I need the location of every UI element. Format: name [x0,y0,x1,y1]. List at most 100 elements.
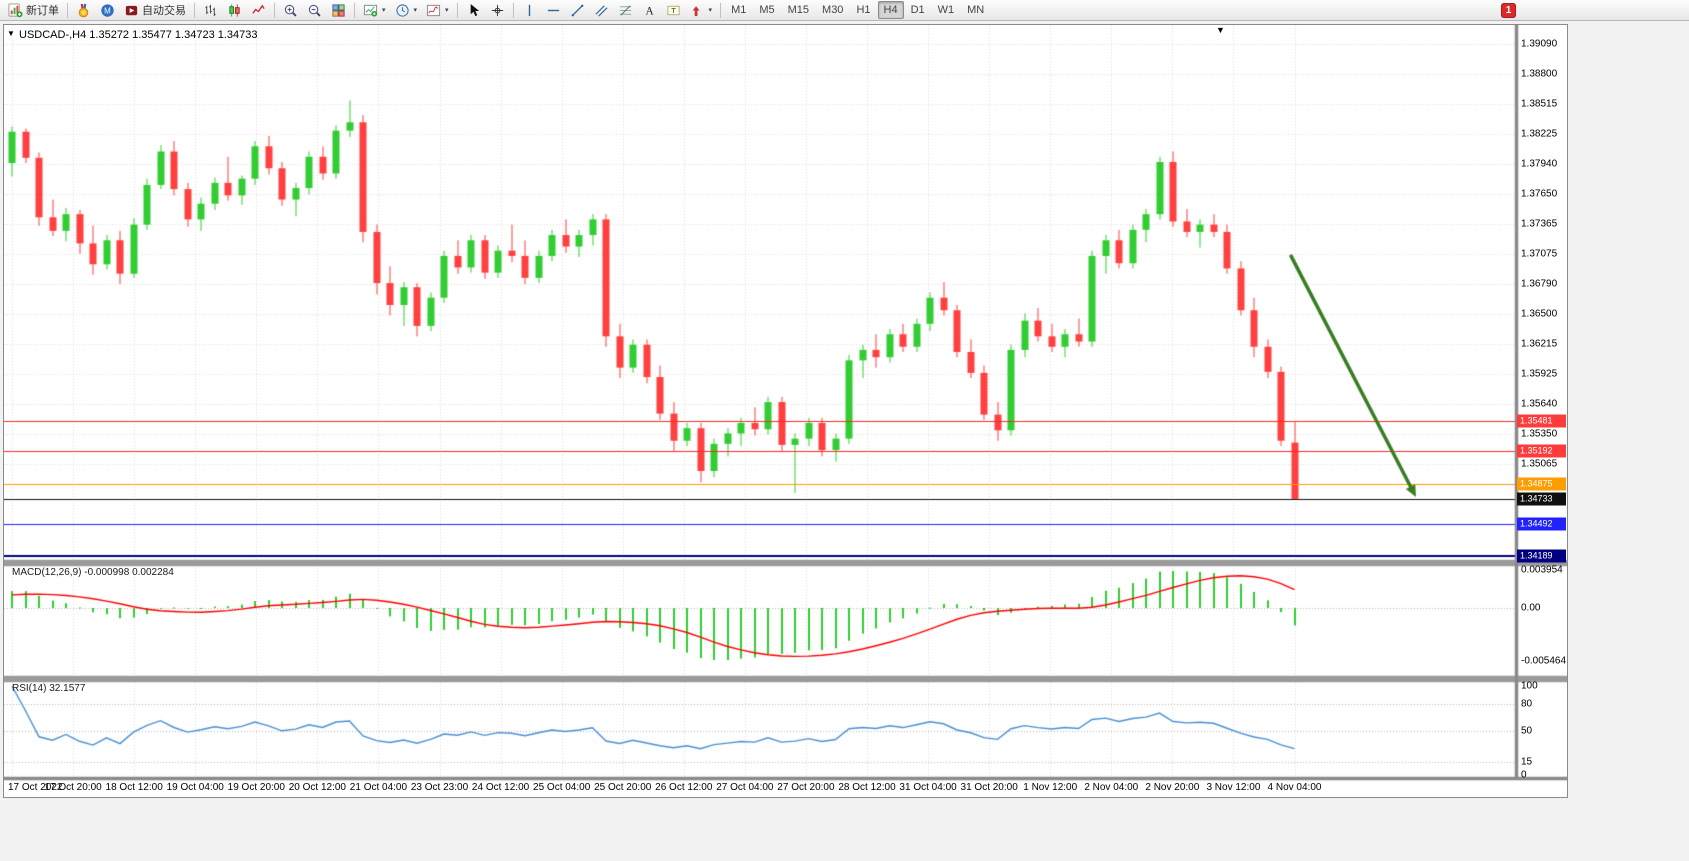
chart-shift-marker-icon[interactable]: ▼ [1216,25,1225,35]
price-axis-label: 1.35065 [1521,458,1558,470]
dropdown-caret-icon[interactable]: ▾ [382,6,386,14]
arrows-button[interactable]: ▾ [686,1,717,19]
crosshair-button[interactable] [486,1,509,19]
candle-chart-button[interactable] [223,1,246,19]
time-axis-label: 4 Nov 04:00 [1267,782,1322,793]
time-axis-label: 24 Oct 12:00 [471,782,530,793]
price-line-badge: 1.35481 [1517,414,1566,428]
community-button[interactable]: M [96,1,119,19]
bar-chart-button[interactable] [199,1,222,19]
macd-axis-label: 0.00 [1521,602,1541,614]
timeframe-mn-button[interactable]: MN [961,1,990,19]
dropdown-caret-icon[interactable]: ▾ [445,6,449,14]
price-line-badge: 1.34189 [1517,549,1566,563]
rsi-axis-label: 0 [1521,769,1527,781]
autotrade-button-label: 自动交易 [142,5,186,17]
time-axis-label: 25 Oct 20:00 [594,782,652,793]
horizontal-line-icon [546,3,561,18]
toolbar-separator [67,2,68,18]
timeframe-h4-button[interactable]: H4 [877,1,904,19]
autotrade-button[interactable]: 自动交易 [120,1,190,19]
time-axis-label: 2 Nov 20:00 [1145,782,1200,793]
svg-text:T: T [671,6,676,15]
text-button[interactable]: A [638,1,661,19]
time-axis-label: 31 Oct 04:00 [899,782,957,793]
toolbar: 1 新订单 M 自动交易 ▾ ▾ ▾ A T ▾ M1 M5 M15 M30 H1 H4 D1 W1 MN [0,0,1689,21]
notification-badge[interactable]: 1 [1501,3,1516,18]
time-axis-label: 2 Nov 04:00 [1084,782,1139,793]
timeframe-m15-button-label: M15 [787,4,810,16]
time-axis-label: 17 Oct 2022 [8,782,63,793]
timeframe-m1-button[interactable]: M1 [725,1,752,19]
timeframe-m15-button[interactable]: M15 [782,1,815,19]
line-chart-button[interactable] [247,1,270,19]
time-axis-label: 19 Oct 20:00 [227,782,285,793]
dropdown-caret-icon[interactable]: ▾ [413,6,418,14]
text-icon: A [642,3,657,18]
time-axis-label: 27 Oct 20:00 [777,782,835,793]
timeframe-h1-button-label: H1 [856,4,871,16]
toolbar-separator [194,2,195,18]
periods-button[interactable]: ▾ [391,1,422,19]
price-axis-label: 1.38515 [1521,98,1558,110]
horizontal-line-button[interactable] [542,1,565,19]
price-chart-canvas[interactable] [4,25,1567,797]
text-label-button[interactable]: T [662,1,685,19]
timeframe-mn-button-label: MN [967,4,985,16]
price-line-badge: 1.34492 [1517,517,1566,531]
vertical-line-button[interactable] [518,1,541,19]
clock-icon [395,3,410,18]
price-axis-label: 1.35350 [1521,428,1558,440]
symbol-dropdown-icon[interactable]: ▼ [7,29,15,38]
mql5-button[interactable] [72,1,95,19]
toolbar-separator [456,2,458,18]
cursor-button[interactable] [462,1,485,19]
chart-ohlc-title: USDCAD-,H4 1.35272 1.35477 1.34723 1.347… [19,29,258,41]
fibonacci-button[interactable] [614,1,637,19]
indicators-button[interactable]: ▾ [422,1,453,19]
time-axis-label: 18 Oct 12:00 [105,782,163,793]
macd-indicator-label: MACD(12,26,9) -0.000998 0.002284 [12,567,174,578]
price-axis-label: 1.37940 [1521,158,1558,170]
tile-windows-icon [331,3,346,18]
time-axis-label: 27 Oct 04:00 [716,782,774,793]
new-order-button[interactable]: 新订单 [4,1,63,19]
price-axis-label: 1.39090 [1521,38,1558,50]
trendline-button[interactable] [566,1,589,19]
time-axis-label: 17 Oct 20:00 [44,782,102,793]
timeframe-w1-button-label: W1 [937,4,955,16]
channel-icon [594,3,609,18]
new-chart-icon [363,3,378,18]
timeframe-h1-button[interactable]: H1 [850,1,876,19]
new-chart-button[interactable]: ▾ [359,1,390,19]
price-axis-label: 1.37075 [1521,248,1558,260]
tile-windows-button[interactable] [327,1,350,19]
timeframe-m5-button[interactable]: M5 [753,1,780,19]
new-order-icon [8,2,23,18]
time-axis-label: 26 Oct 12:00 [655,782,713,793]
autotrade-icon [124,3,139,18]
timeframe-w1-button[interactable]: W1 [932,1,961,19]
macd-axis-label: 0.003954 [1521,564,1563,576]
trendline-icon [570,3,585,18]
arrows-icon [690,3,705,18]
timeframe-m30-button[interactable]: M30 [816,1,849,19]
time-axis-label: 21 Oct 04:00 [349,782,408,793]
timeframe-d1-button[interactable]: D1 [905,1,931,19]
timeframe-h4-button-label: H4 [883,4,898,16]
rsi-axis-label: 100 [1521,680,1538,692]
channel-button[interactable] [590,1,613,19]
zoom-out-button[interactable] [303,1,326,19]
new-order-button-label: 新订单 [26,5,59,17]
line-chart-icon [251,3,266,18]
zoom-in-button[interactable] [279,1,302,19]
svg-text:A: A [645,5,654,17]
price-axis-label: 1.36215 [1521,338,1558,350]
toolbar-separator [720,2,722,18]
time-axis-label: 19 Oct 04:00 [166,782,224,793]
fibonacci-icon [618,3,633,18]
zoom-in-icon [283,3,298,18]
dropdown-caret-icon[interactable]: ▾ [708,6,713,14]
price-line-badge: 1.34875 [1517,477,1566,491]
